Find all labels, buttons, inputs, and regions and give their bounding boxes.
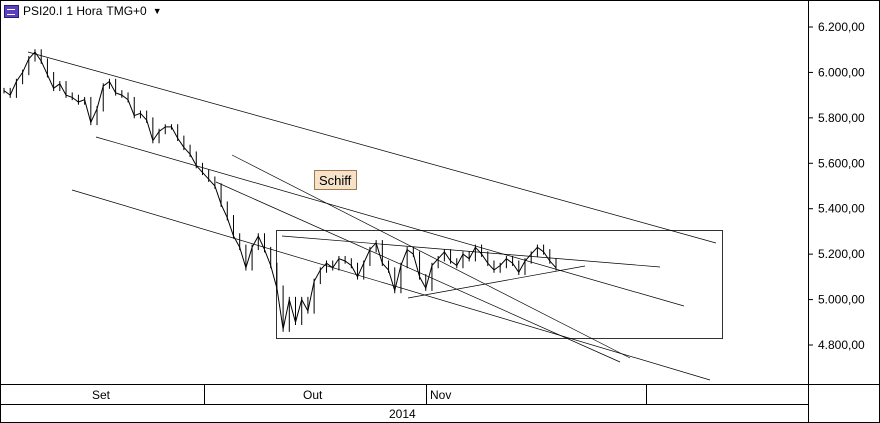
y-tick-label: 5.000,00 [818, 293, 865, 307]
price-series [3, 51, 557, 330]
y-tick-label: 5.200,00 [818, 247, 865, 261]
x-tick-label: Out [303, 388, 323, 402]
y-tick-label: 5.400,00 [818, 202, 865, 216]
period-label[interactable]: 1 Hora [66, 4, 103, 18]
instrument-label[interactable]: PSI20.I [23, 4, 63, 18]
schiff-label: Schiff [319, 173, 352, 188]
timezone-label[interactable]: TMG+0 [106, 4, 147, 18]
trend-line [71, 189, 711, 381]
y-tick-label: 6.200,00 [818, 20, 865, 34]
y-axis: 6.200,00 6.000,00 5.800,00 5.600,00 5.400,00… [808, 20, 865, 352]
y-tick-label: 5.600,00 [818, 156, 865, 170]
year-label: 2014 [389, 407, 416, 421]
trend-line [95, 136, 685, 307]
price-bars [3, 49, 557, 332]
trend-line [281, 235, 661, 268]
trend-line [231, 154, 631, 359]
chevron-down-icon[interactable]: ▼ [152, 6, 162, 16]
y-tick-label: 6.000,00 [818, 65, 865, 79]
schiff-label-box[interactable] [314, 170, 357, 190]
x-tick-label: Set [92, 388, 111, 402]
trend-line [407, 265, 586, 299]
trend-line [27, 51, 717, 244]
y-tick-label: 4.800,00 [818, 338, 865, 352]
consolidation-box [276, 230, 723, 339]
trend-lines [27, 51, 717, 381]
x-tick-label: Nov [430, 388, 451, 402]
chart-header: PSI20.I 1 Hora TMG+0 ▼ [4, 2, 162, 20]
y-tick-label: 5.800,00 [818, 111, 865, 125]
chart-icon [4, 4, 19, 18]
